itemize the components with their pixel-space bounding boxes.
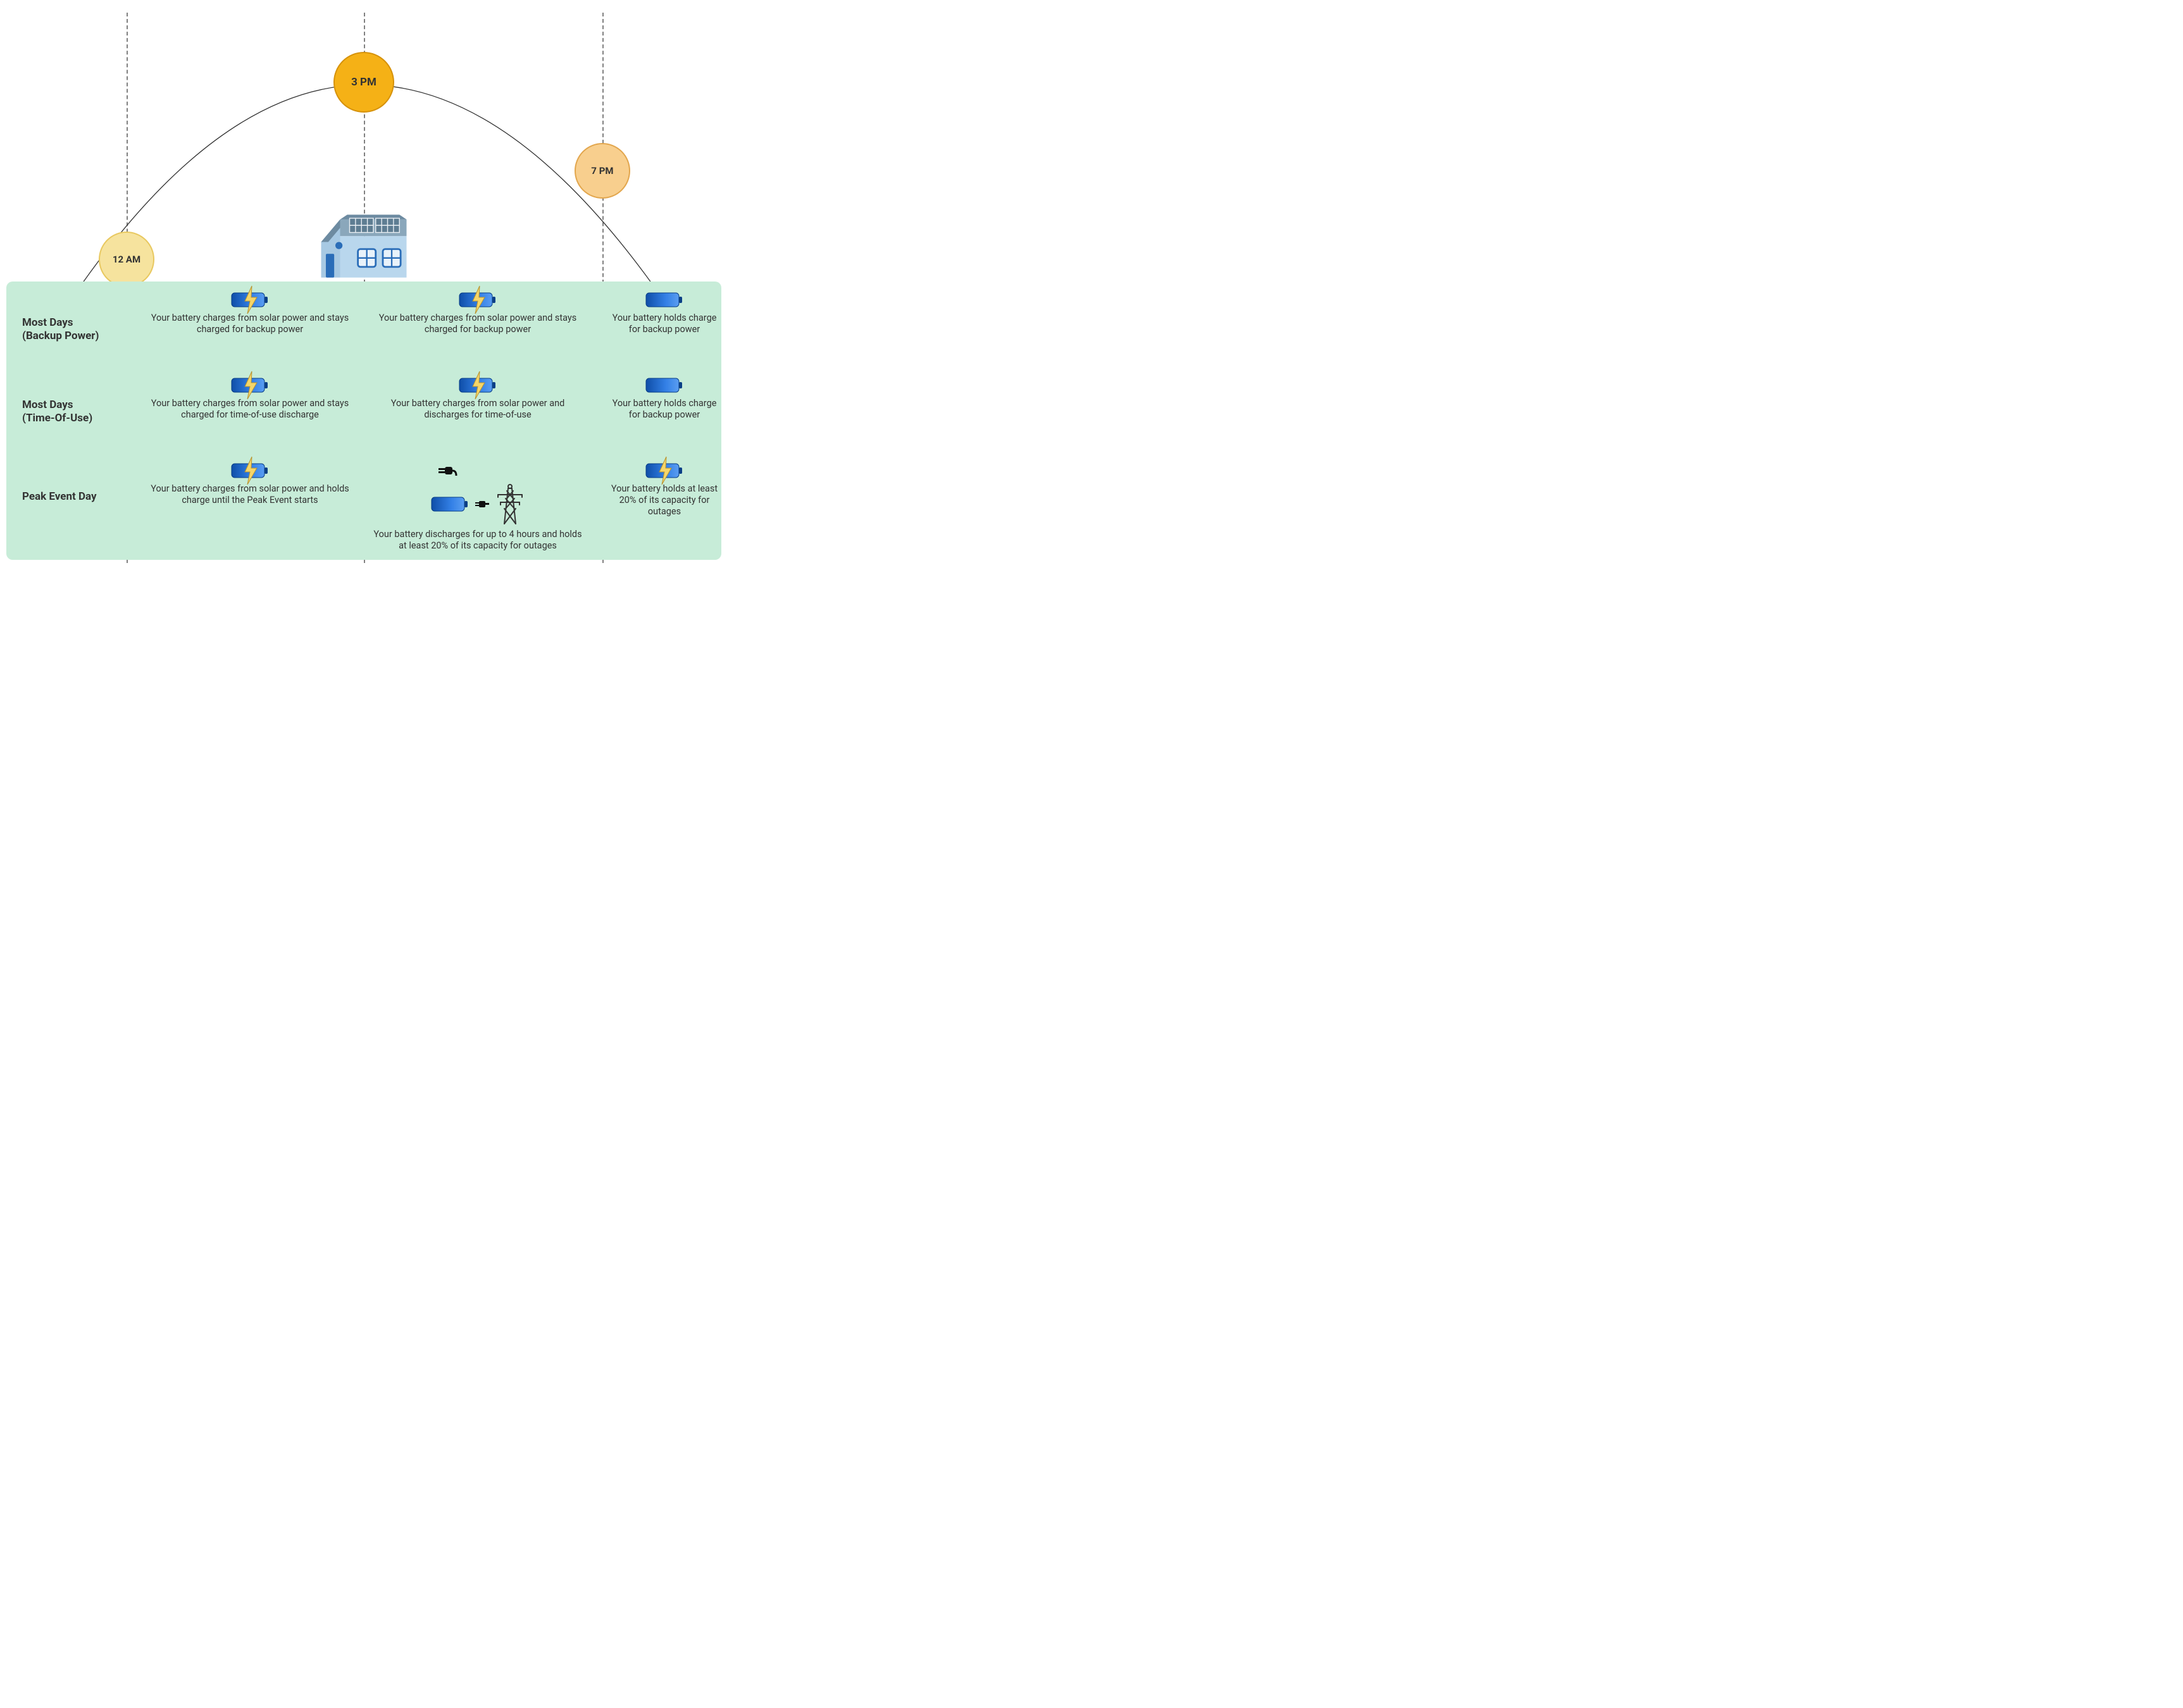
battery-discharge-icon bbox=[431, 462, 525, 525]
sun-label: 3 PM bbox=[351, 76, 376, 89]
cell-text: Your battery holds charge for backup pow… bbox=[607, 313, 721, 335]
battery-charging-icon bbox=[645, 462, 683, 480]
battery-icon bbox=[645, 291, 683, 309]
cell-text: Your battery charges from solar power an… bbox=[373, 313, 582, 335]
cell-r1-c0: Your battery charges from solar power an… bbox=[142, 376, 358, 421]
cell-text: Your battery charges from solar power an… bbox=[142, 313, 358, 335]
sun-marker-3pm: 3 PM bbox=[333, 52, 394, 113]
cell-text: Your battery charges from solar power an… bbox=[373, 398, 582, 421]
cell-r2-c2: Your battery holds at least 20% of its c… bbox=[607, 462, 721, 517]
battery-charging-icon bbox=[231, 291, 269, 309]
infographic-stage: 12 AM 3 PM 7 PM Most Days(Backup Power) … bbox=[0, 0, 728, 569]
row-label-peak: Peak Event Day bbox=[22, 490, 97, 504]
row-label-tou: Most Days(Time-Of-Use) bbox=[22, 399, 92, 426]
battery-charging-icon bbox=[459, 376, 497, 394]
cell-r1-c2: Your battery holds charge for backup pow… bbox=[607, 376, 721, 421]
cell-r0-c0: Your battery charges from solar power an… bbox=[142, 291, 358, 335]
cell-r0-c1: Your battery charges from solar power an… bbox=[373, 291, 582, 335]
cell-r1-c1: Your battery charges from solar power an… bbox=[373, 376, 582, 421]
battery-charging-icon bbox=[231, 462, 269, 480]
cell-text: Your battery charges from solar power an… bbox=[142, 398, 358, 421]
sun-marker-12am: 12 AM bbox=[99, 232, 154, 287]
sun-label: 7 PM bbox=[591, 165, 613, 176]
cell-text: Your battery holds charge for backup pow… bbox=[607, 398, 721, 421]
battery-charging-icon bbox=[231, 376, 269, 394]
cell-r0-c2: Your battery holds charge for backup pow… bbox=[607, 291, 721, 335]
cell-r2-c1: Your battery discharges for up to 4 hour… bbox=[373, 462, 582, 552]
house-icon bbox=[316, 190, 411, 285]
sun-label: 12 AM bbox=[113, 254, 140, 265]
row-label-backup: Most Days(Backup Power) bbox=[22, 316, 99, 343]
cell-text: Your battery discharges for up to 4 hour… bbox=[373, 529, 582, 552]
battery-icon bbox=[645, 376, 683, 394]
cell-text: Your battery charges from solar power an… bbox=[142, 483, 358, 506]
battery-charging-icon bbox=[459, 291, 497, 309]
sun-marker-7pm: 7 PM bbox=[575, 143, 630, 199]
cell-r2-c0: Your battery charges from solar power an… bbox=[142, 462, 358, 506]
cell-text: Your battery holds at least 20% of its c… bbox=[607, 483, 721, 517]
